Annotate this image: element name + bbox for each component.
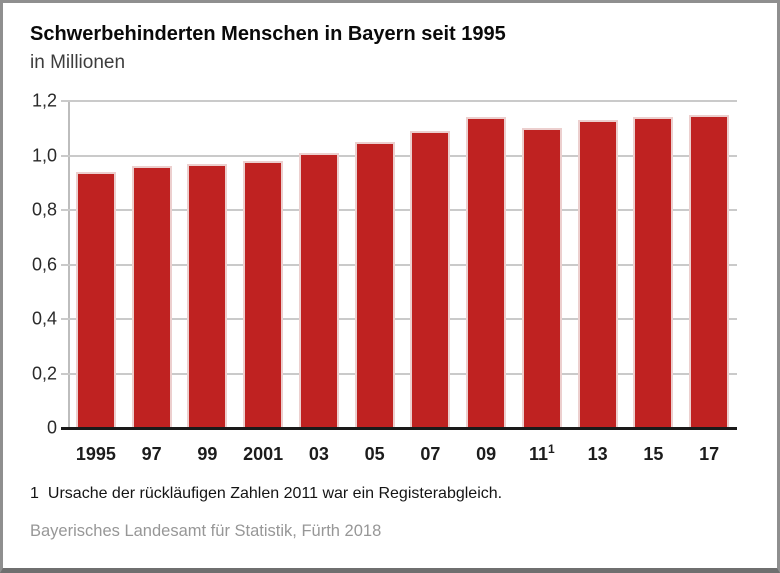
y-axis-tick-label: 0,8 [31,199,57,220]
x-axis-tick-label: 07 [420,444,441,464]
bar-11 [521,128,562,428]
bar-15 [633,117,674,428]
bar-03 [298,152,339,428]
x-axis-tick-label: 15 [643,444,664,464]
bar-1995 [75,171,116,428]
footnote: 1 Ursache der rückläufigen Zahlen 2011 wa… [30,485,502,503]
bar-2001 [243,160,284,428]
x-axis-tick-label: 97 [141,444,162,464]
chart-title: Schwerbehinderten Menschen in Bayern sei… [30,23,506,45]
gridline [61,209,737,211]
y-axis-tick-label: 1,0 [31,145,57,165]
bar-05 [354,141,395,428]
gridline [61,372,737,375]
bar-97 [131,166,172,428]
x-axis-tick-label: 13 [587,444,608,464]
y-axis-tick-label: 0,2 [31,363,57,383]
x-axis-tick-label: 99 [197,444,218,464]
source-line: Bayerisches Landesamt für Statistik, Für… [30,522,382,540]
x-axis-tick-label: 05 [364,444,385,464]
bar-07 [410,130,451,428]
bar-13 [577,120,618,428]
gridline [61,100,737,102]
x-axis-tick-label: 09 [476,444,497,464]
y-axis-tick-label: 0,4 [31,308,57,329]
footnote-reference: 1 [548,442,555,456]
x-axis-tick-label: 1995 [75,444,116,464]
gridline [61,154,737,157]
x-axis-tick-label: 17 [699,444,720,464]
bar-99 [187,163,228,428]
bar-09 [466,117,507,428]
x-axis-baseline [61,427,737,430]
chart-subtitle: in Millionen [30,52,126,73]
x-axis-tick-label: 111 [529,442,555,464]
x-axis-tick-label: 03 [308,444,329,464]
bar-17 [689,114,730,428]
y-axis-tick-label: 1,2 [31,90,57,111]
gridline [61,318,737,320]
gridline [61,263,737,266]
x-axis-tick-label: 2001 [243,444,284,464]
footnote-marker: 1 [30,485,39,502]
y-axis-tick-label: 0,6 [31,254,57,274]
footnote-text: Ursache der rückläufigen Zahlen 2011 war… [47,485,503,502]
y-axis-tick-label: 0 [46,417,57,438]
plot-area: 0 0,2 0,4 0,6 0,8 1,0 1,2 1995 97 99 2001 03 05 07 09 1… [32,91,737,464]
